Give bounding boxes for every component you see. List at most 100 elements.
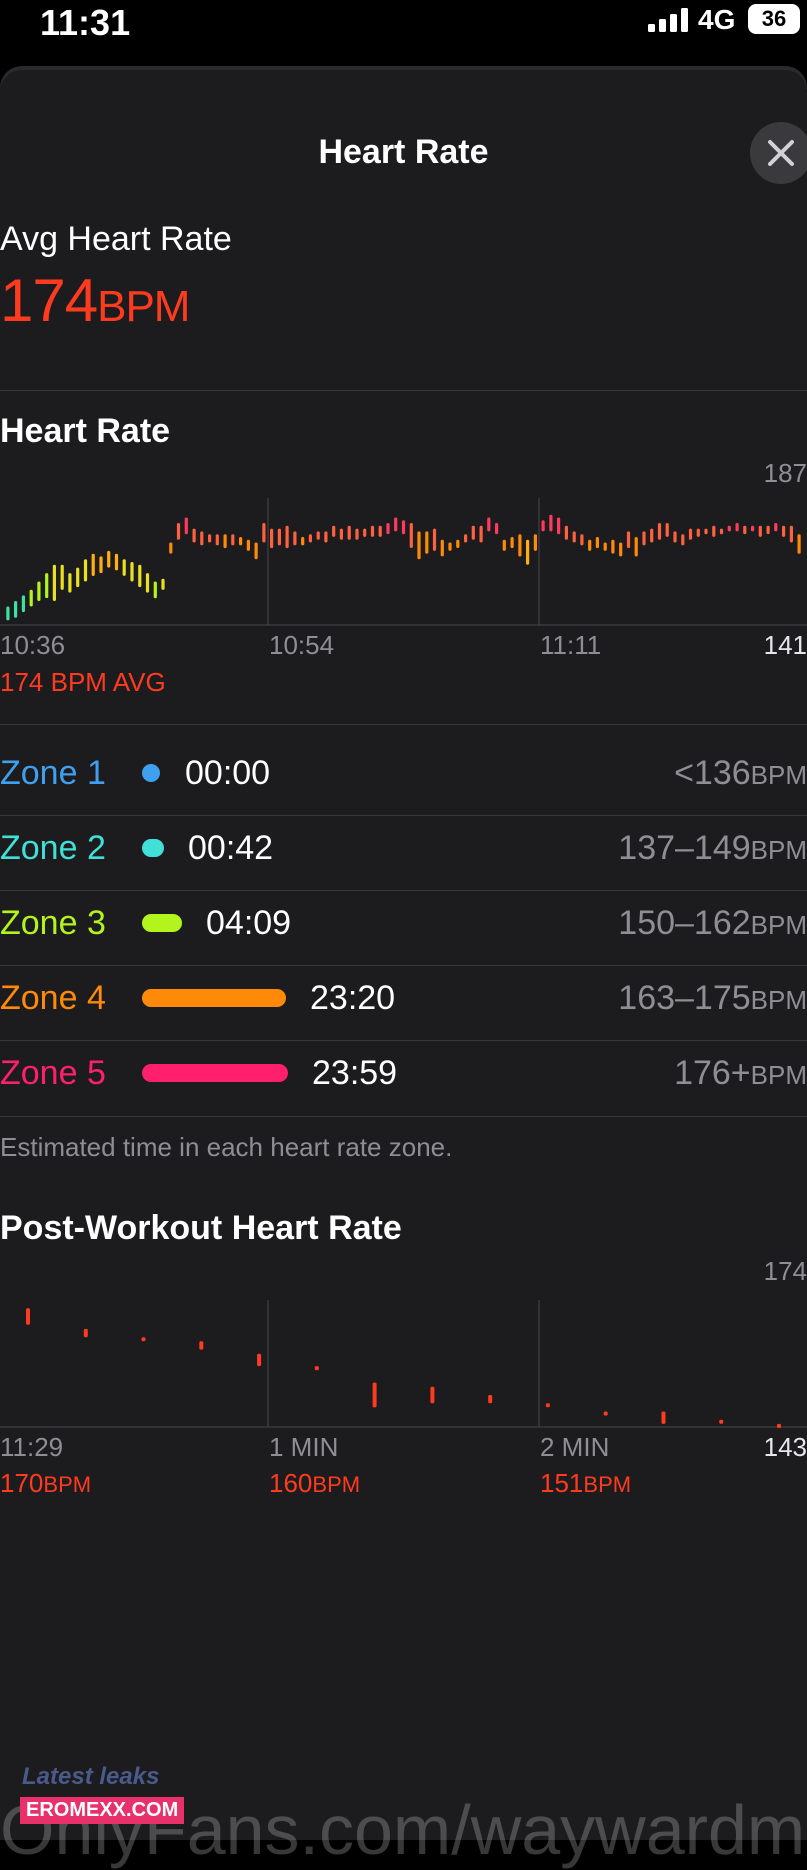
hr-bar [347, 525, 351, 540]
hr-bar [339, 528, 343, 540]
hr-bar [91, 553, 95, 576]
hr-bar [316, 531, 320, 540]
hr-bar [107, 550, 111, 568]
hr-bar [301, 537, 305, 546]
zone-name: Zone 3 [0, 904, 106, 942]
watermark-site-badge: EROMEXX.COM [20, 1797, 185, 1824]
hr-bar [549, 514, 553, 532]
hr-bar [99, 556, 103, 574]
zone-row-4[interactable]: Zone 4 23:20 163–175BPM [0, 961, 807, 1036]
zone-range: 176+BPM [674, 1054, 807, 1093]
pw-y-max-label: 174 [763, 1256, 807, 1286]
zone-name: Zone 1 [0, 754, 106, 792]
hr-bar [6, 606, 10, 621]
hr-bar [169, 542, 173, 554]
hr-bar [239, 537, 243, 546]
hr-bar [270, 528, 274, 549]
hr-bar [495, 523, 499, 535]
hr-bar [184, 517, 188, 535]
hr-bar [122, 559, 126, 576]
zone-name: Zone 5 [0, 1054, 106, 1092]
zone-range-unit: BPM [750, 910, 807, 940]
zone-row-3[interactable]: Zone 3 04:09 150–162BPM [0, 886, 807, 961]
hr-bar [60, 564, 64, 590]
pw-value-mid: 160BPM [269, 1468, 360, 1499]
avg-heart-rate-label: Avg Heart Rate [0, 220, 232, 258]
hr-bar [145, 573, 150, 593]
zone-range-value: 150–162 [618, 904, 751, 942]
hr-bar [246, 539, 250, 551]
hr-bar [37, 581, 41, 601]
hr-bar [479, 525, 483, 543]
hr-bar [766, 525, 770, 535]
network-type: 4G [698, 4, 736, 35]
hr-bar [464, 534, 468, 543]
hr-bar [45, 573, 49, 599]
hr-bar [215, 534, 219, 546]
post-workout-chart[interactable] [0, 1300, 807, 1428]
zone-range-value: 176+ [674, 1054, 751, 1092]
pw-value-start: 170BPM [0, 1468, 91, 1499]
zone-row-1[interactable]: Zone 1 00:00 <136BPM [0, 736, 807, 811]
zone-range: 150–162BPM [618, 904, 807, 943]
pw-value-number: 170 [0, 1468, 44, 1498]
pw-y-min-label: 143 [763, 1432, 807, 1462]
pw-value-unit: BPM [583, 1472, 632, 1497]
pw-mark [141, 1337, 146, 1342]
hr-bar [797, 534, 801, 554]
hr-bar [370, 525, 375, 537]
hr-bar [355, 528, 359, 540]
status-time: 11:31 [40, 2, 131, 43]
hr-bar [557, 517, 561, 535]
hr-bar [719, 528, 724, 535]
hr-bar [83, 559, 88, 582]
zone-time: 00:00 [185, 754, 271, 792]
hr-bar [727, 525, 731, 532]
zone-range-unit: BPM [750, 835, 807, 865]
hr-bar [510, 537, 514, 549]
hr-bar [285, 525, 289, 549]
divider [0, 815, 807, 816]
hr-bar [138, 564, 142, 588]
hr-bar [223, 534, 227, 549]
hr-bar [409, 523, 413, 548]
hr-bar [425, 531, 429, 554]
hr-bar [735, 523, 739, 532]
pw-mark [430, 1386, 435, 1404]
hr-bar [533, 534, 537, 551]
zone-range-unit: BPM [750, 1060, 807, 1090]
hr-bar [634, 537, 638, 557]
pw-x-label-mid: 1 MIN [269, 1432, 339, 1462]
hr-bar [52, 564, 56, 601]
hr-y-max-label: 187 [763, 458, 807, 488]
close-button[interactable] [750, 122, 807, 184]
hr-bar [580, 534, 584, 546]
hr-bar [324, 531, 328, 543]
pw-value-unit: BPM [312, 1472, 361, 1497]
divider [0, 724, 807, 725]
divider [0, 390, 807, 391]
zone-time: 23:20 [310, 979, 396, 1017]
hr-bar [200, 531, 204, 546]
hr-bar [603, 542, 607, 551]
hr-bar [502, 539, 506, 551]
hr-bar [572, 531, 576, 543]
zone-3-bar [142, 914, 182, 932]
zone-range: 137–149BPM [618, 829, 807, 868]
avg-heart-rate-value: 174BPM [0, 266, 190, 335]
zone-row-5[interactable]: Zone 5 23:59 176+BPM [0, 1036, 807, 1111]
zone-range-value: 137–149 [618, 829, 751, 867]
hr-bar [789, 525, 793, 543]
hr-bar [440, 539, 444, 557]
zone-row-2[interactable]: Zone 2 00:42 137–149BPM [0, 811, 807, 886]
hr-bar [626, 531, 631, 549]
hr-bar [688, 528, 693, 540]
hr-bar [758, 525, 762, 537]
zone-range-value: <136 [674, 754, 751, 792]
hr-bar [153, 581, 157, 599]
hr-bar [704, 528, 708, 535]
hr-bar [696, 528, 700, 537]
heart-rate-chart[interactable] [0, 498, 807, 626]
pw-mark [26, 1308, 30, 1325]
close-icon [768, 140, 794, 166]
